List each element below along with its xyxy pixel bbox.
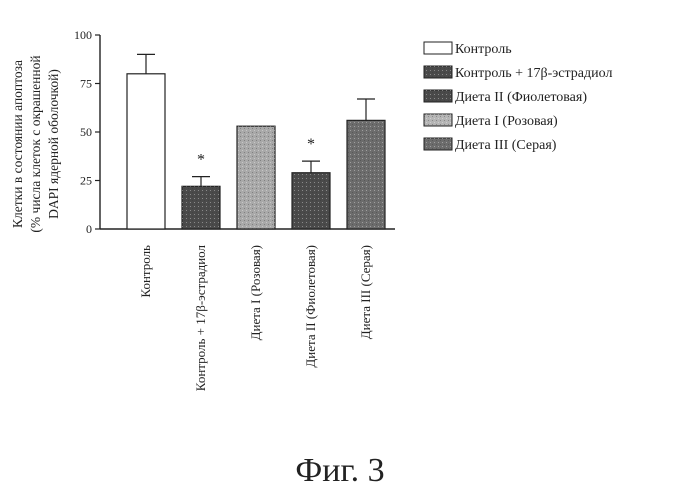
bar-group: * xyxy=(292,136,330,229)
legend-item: Диета III (Серая) xyxy=(424,138,557,153)
legend-label: Контроль xyxy=(455,42,512,57)
figure-caption: Фиг. 3 xyxy=(0,452,680,490)
bar-texture xyxy=(182,186,220,229)
bar-group xyxy=(347,99,385,229)
x-tick-label: Диета II (Фиолетовая) xyxy=(303,245,318,368)
y-axis-title-line: Клетки в состоянии апоптоза xyxy=(10,60,25,228)
y-tick-label: 0 xyxy=(86,222,92,236)
y-tick-label: 100 xyxy=(74,28,92,42)
legend-label: Диета I (Розовая) xyxy=(455,114,558,129)
x-tick-labels: Контроль Контроль + 17β-эстрадиол Диета I … xyxy=(138,244,373,391)
legend-swatch-texture xyxy=(424,90,452,102)
legend-item: Диета II (Фиолетовая) xyxy=(424,90,587,105)
y-axis-title-line: DAPI ядерной оболочкой) xyxy=(46,69,61,219)
bar-texture xyxy=(237,126,275,229)
legend-swatch-texture xyxy=(424,138,452,150)
legend-item: Контроль xyxy=(424,42,512,57)
bar-chart: Клетки в состоянии апоптоза(% числа клет… xyxy=(0,0,680,450)
legend-item: Контроль + 17β-эстрадиол xyxy=(424,66,612,81)
x-tick-label: Контроль xyxy=(138,245,153,298)
y-tick-label: 50 xyxy=(80,125,92,139)
y-axis-title-line: (% числа клеток с окрашенной xyxy=(28,55,43,232)
bars-group: ** xyxy=(127,54,385,229)
legend-label: Контроль + 17β-эстрадиол xyxy=(455,66,612,81)
significance-marker: * xyxy=(307,136,315,153)
bar-group xyxy=(127,54,165,229)
bar-texture xyxy=(347,120,385,229)
legend-item: Диета I (Розовая) xyxy=(424,114,558,129)
bar-group xyxy=(237,126,275,229)
legend-swatch xyxy=(424,42,452,54)
x-tick-label: Контроль + 17β-эстрадиол xyxy=(193,244,208,391)
legend-swatch-texture xyxy=(424,114,452,126)
y-tick-label: 75 xyxy=(80,77,92,91)
y-tick-label: 25 xyxy=(80,174,92,188)
bar-texture xyxy=(292,173,330,229)
y-axis-title: Клетки в состоянии апоптоза(% числа клет… xyxy=(10,55,61,232)
legend-label: Диета II (Фиолетовая) xyxy=(455,90,587,105)
x-tick-label: Диета I (Розовая) xyxy=(248,245,263,340)
legend-label: Диета III (Серая) xyxy=(455,138,557,153)
bar-group: * xyxy=(182,152,220,229)
significance-marker: * xyxy=(197,152,205,169)
bar xyxy=(127,74,165,229)
legend-swatch-texture xyxy=(424,66,452,78)
legend: Контроль Контроль + 17β-эстрадиол Диета II… xyxy=(424,42,612,153)
x-tick-label: Диета III (Серая) xyxy=(358,245,373,339)
